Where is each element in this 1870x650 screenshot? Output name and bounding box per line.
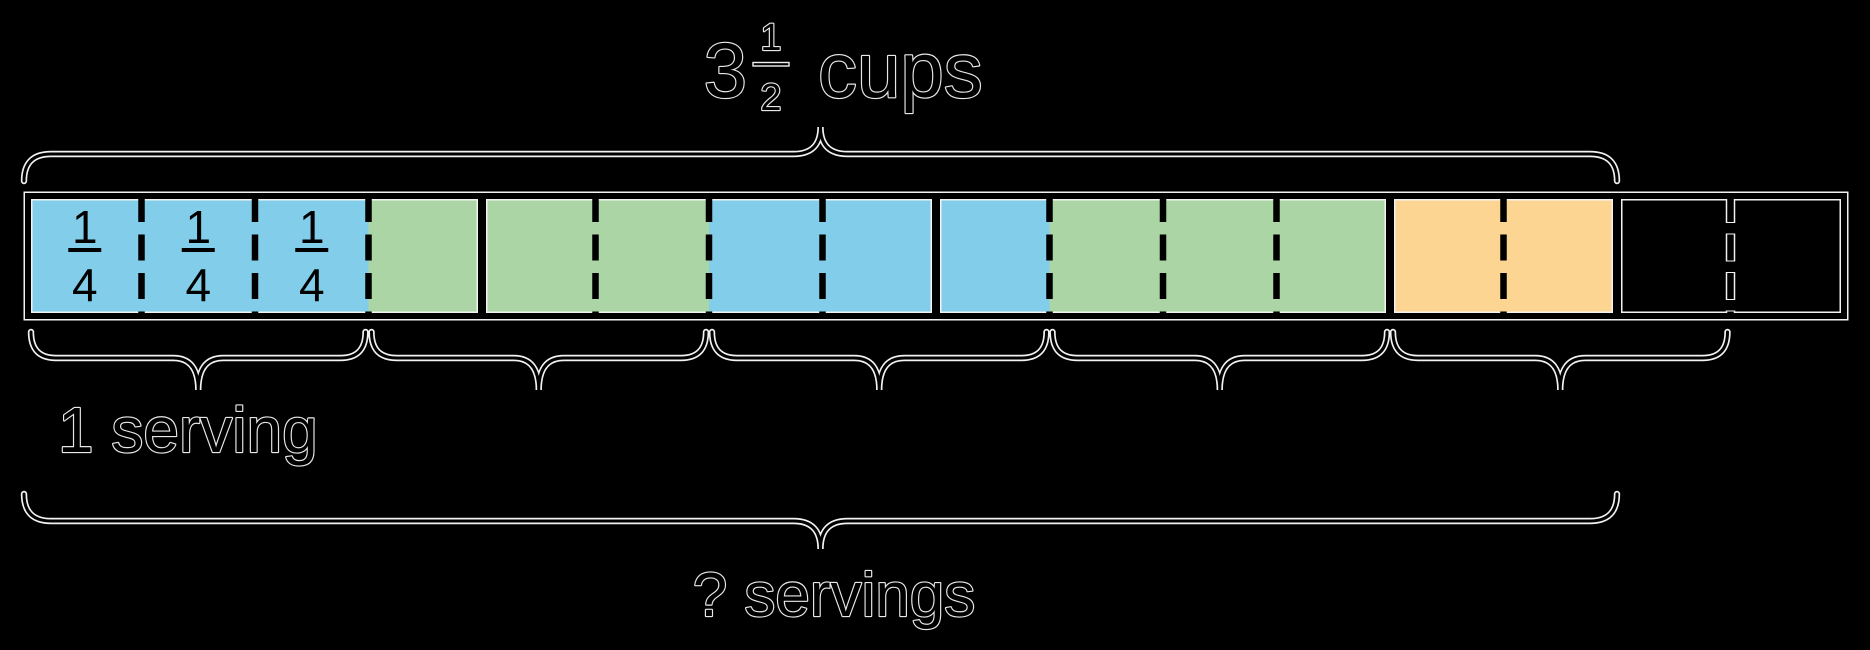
cell-fraction-label: 14 [181, 201, 215, 311]
bar-lines [25, 193, 1847, 319]
cell-fraction-bar [68, 248, 102, 252]
serving-brace-4 [1049, 328, 1391, 391]
tape-cell-green [1163, 196, 1277, 316]
serving-brace-2-stroke [370, 330, 708, 391]
serving-brace-1 [27, 328, 369, 391]
tape-cell-blue [255, 196, 369, 316]
tape-cell-green [1276, 196, 1390, 316]
cups-fraction-bar [752, 61, 790, 67]
cell-fraction-denominator: 4 [72, 259, 98, 311]
tape-cell-blue [822, 196, 936, 316]
cups-whole-number: 3 [704, 26, 747, 114]
tape-cell-orange [1390, 196, 1504, 316]
cell-fraction-denominator: 4 [299, 259, 325, 311]
serving-brace-4-stroke [1051, 330, 1389, 391]
cups-brace-stroke [22, 126, 1619, 183]
tape-cell-green [368, 196, 482, 316]
cups-fraction-numerator: 1 [760, 17, 781, 59]
tape-cell-green [595, 196, 709, 316]
cell-fraction-numerator: 1 [299, 201, 325, 253]
cell-fraction-denominator: 4 [185, 259, 211, 311]
serving-brace-5 [1389, 328, 1731, 391]
serving-brace-3-stroke [710, 330, 1048, 391]
cell-fraction-bar [295, 248, 329, 252]
tape-cell-green [482, 196, 596, 316]
servings-total-brace [20, 490, 1621, 550]
cups-unit: cups [818, 26, 983, 114]
serving-brace-1-stroke [29, 330, 367, 391]
question-servings-label: ? servings [693, 561, 976, 630]
cell-fraction-bar [181, 248, 215, 252]
cell-fraction-label: 14 [295, 201, 329, 311]
tape-cell-blue [709, 196, 823, 316]
one-serving-label: 1 serving [58, 394, 318, 466]
cups-label: 3 1 2 cups [702, 16, 983, 120]
tape-cell-blue [936, 196, 1050, 316]
cell-fraction-numerator: 1 [72, 201, 98, 253]
cups-brace [20, 126, 1621, 185]
tape-cell-blue [28, 196, 142, 316]
cell-fraction-numerator: 1 [185, 201, 211, 253]
tape-cell-blue [141, 196, 255, 316]
serving-brace-3 [708, 328, 1050, 391]
cups-fraction-denominator: 2 [760, 77, 781, 119]
servings-total-brace-stroke [22, 492, 1619, 550]
serving-brace-2 [368, 328, 710, 391]
tape-cell-green [1049, 196, 1163, 316]
serving-brace-5-stroke [1391, 330, 1729, 391]
tape-cell-orange [1503, 196, 1617, 316]
cell-fraction-label: 14 [68, 201, 102, 311]
tape-cells [28, 196, 1617, 316]
